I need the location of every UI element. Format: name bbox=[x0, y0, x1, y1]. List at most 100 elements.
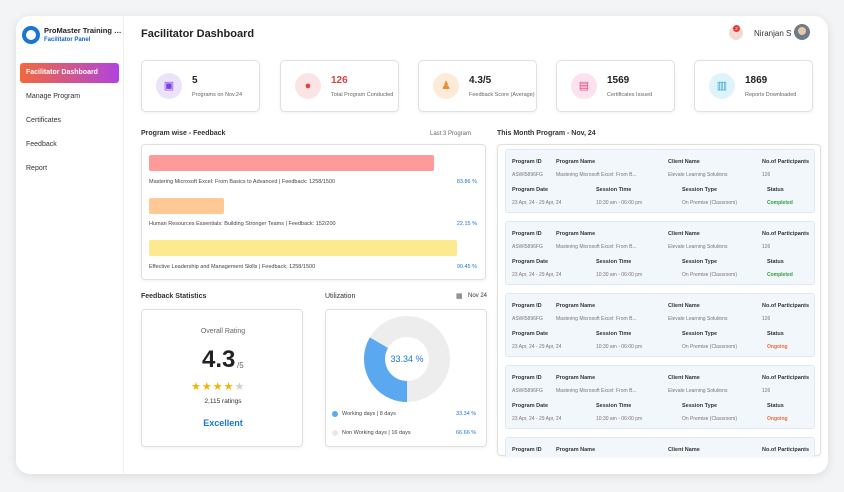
user-name[interactable]: Niranjan S bbox=[754, 29, 792, 38]
stat-card-total-conducted[interactable]: ● 126 Total Program Conducted bbox=[280, 60, 399, 112]
program-date-value: 23 Apr, 24 - 29 Apr, 24 bbox=[512, 272, 562, 278]
stat-value: 1869 bbox=[745, 75, 768, 86]
client-name-value: Elevate Learning Solutions bbox=[668, 388, 728, 394]
program-list[interactable]: Program ID ASWI5896FG Program Name Masterin… bbox=[498, 145, 822, 457]
participants-header: No.of Participants bbox=[762, 375, 810, 381]
stat-value: 5 bbox=[192, 75, 198, 86]
legend-working-dot bbox=[332, 411, 338, 417]
sidebar-item-certificates[interactable]: Certificates bbox=[26, 117, 62, 124]
program-date-header: Program Date bbox=[512, 403, 549, 409]
feedback-bar bbox=[149, 240, 457, 256]
utilization-date[interactable]: Nov 24 bbox=[468, 293, 488, 299]
program-date-value: 23 Apr, 24 - 29 Apr, 24 bbox=[512, 200, 562, 206]
calendar-icon: ▦ bbox=[456, 293, 463, 300]
feedback-section-title: Program wise - Feedback bbox=[141, 130, 226, 137]
utilization-title: Utilization bbox=[325, 293, 356, 300]
program-id-value: ASWI5896FG bbox=[512, 316, 543, 322]
program-card[interactable]: Program ID ASWI5896FG Program Name Masterin… bbox=[505, 149, 815, 213]
legend-working-label: Working days | 8 days bbox=[342, 411, 396, 417]
program-date-header: Program Date bbox=[512, 187, 549, 193]
star-icon: ★ bbox=[191, 381, 202, 393]
sidebar-item-facilitator-dashboard[interactable]: Facilitator Dashboard bbox=[20, 63, 119, 83]
stat-label: Certificates Issued bbox=[607, 92, 653, 98]
participants-header: No.of Participants bbox=[762, 231, 810, 237]
program-date-header: Program Date bbox=[512, 331, 549, 337]
legend-non-working-percent: 66.66 % bbox=[456, 430, 477, 436]
stat-value: 126 bbox=[331, 75, 348, 86]
brand[interactable]: ProMaster Training Solu... Facilitator P… bbox=[22, 26, 122, 50]
program-date-value: 23 Apr, 24 - 29 Apr, 24 bbox=[512, 416, 562, 422]
session-time-value: 10:30 am - 06:00 pm bbox=[596, 272, 643, 278]
donut-working-arc bbox=[364, 316, 450, 402]
stat-label: Total Program Conducted bbox=[331, 92, 394, 98]
feedback-section-subtitle: Last 3 Program bbox=[430, 131, 472, 137]
stat-card-feedback-score[interactable]: ♟ 4.3/5 Feedback Score (Average) bbox=[418, 60, 537, 112]
sidebar-item-feedback[interactable]: Feedback bbox=[26, 141, 57, 148]
report-icon: ▥ bbox=[709, 73, 735, 99]
client-name-value: Elevate Learning Solutions bbox=[668, 316, 728, 322]
stat-card-certificates[interactable]: ▤ 1569 Certificates Issued bbox=[556, 60, 675, 112]
brand-logo-icon bbox=[22, 26, 40, 44]
participants-value: 126 bbox=[762, 244, 771, 250]
program-id-header: Program ID bbox=[512, 447, 542, 453]
program-id-value: ASWI5896FG bbox=[512, 172, 543, 178]
status-value: Ongoing bbox=[767, 344, 788, 350]
status-header: Status bbox=[767, 331, 784, 337]
session-type-value: On Premise (Classroom) bbox=[682, 416, 738, 422]
program-name-value: Mastering Microsoft Excel: From B... bbox=[556, 316, 637, 322]
participants-value: 126 bbox=[762, 388, 771, 394]
program-id-header: Program ID bbox=[512, 375, 542, 381]
session-type-value: On Premise (Classroom) bbox=[682, 200, 738, 206]
certificate-icon: ▤ bbox=[571, 73, 597, 99]
program-id-header: Program ID bbox=[512, 159, 542, 165]
session-time-header: Session Time bbox=[596, 331, 632, 337]
page-title: Facilitator Dashboard bbox=[141, 28, 255, 40]
utilization-donut: 33.34 % bbox=[364, 316, 450, 402]
session-type-header: Session Type bbox=[682, 187, 718, 193]
legend-non-working-label: Non Working days | 16 days bbox=[342, 430, 411, 436]
avatar[interactable] bbox=[794, 24, 810, 40]
donut-hole bbox=[385, 337, 429, 381]
session-time-value: 10:30 am - 06:00 pm bbox=[596, 416, 643, 422]
stat-label: Programs on Nov.24 bbox=[192, 92, 243, 98]
brand-subtitle: Facilitator Panel bbox=[44, 37, 91, 43]
program-card[interactable]: Program ID ASWI5896FG Program Name Masterin… bbox=[505, 221, 815, 285]
program-card[interactable]: Program ID ASWI5896FG Program Name Masterin… bbox=[505, 293, 815, 357]
status-header: Status bbox=[767, 259, 784, 265]
program-card[interactable]: Program ID ASWI5896FG Program Name Masterin… bbox=[505, 365, 815, 429]
program-name-header: Program Name bbox=[556, 231, 596, 237]
stat-value: 1569 bbox=[607, 75, 630, 86]
star-icon: ★ bbox=[234, 381, 246, 393]
status-value: Completed bbox=[767, 200, 793, 206]
status-value: Ongoing bbox=[767, 416, 788, 422]
session-time-header: Session Time bbox=[596, 403, 632, 409]
legend-non-working-dot bbox=[332, 430, 338, 436]
feedback-bar bbox=[149, 198, 225, 214]
program-name-header: Program Name bbox=[556, 303, 596, 309]
stat-card-programs[interactable]: ▣ 5 Programs on Nov.24 bbox=[141, 60, 260, 112]
sidebar-item-manage-program[interactable]: Manage Program bbox=[26, 93, 81, 100]
program-card[interactable]: Program ID Program Name Client Name No.of P… bbox=[505, 437, 815, 457]
stat-card-reports[interactable]: ▥ 1869 Reports Downloaded bbox=[694, 60, 813, 112]
session-type-header: Session Type bbox=[682, 259, 718, 265]
participants-header: No.of Participants bbox=[762, 447, 810, 453]
month-programs-panel: Program ID ASWI5896FG Program Name Masterin… bbox=[497, 144, 822, 457]
donut-center-label: 33.34 % bbox=[390, 354, 423, 364]
program-id-value: ASWI5896FG bbox=[512, 244, 543, 250]
session-type-header: Session Type bbox=[682, 331, 718, 337]
participants-header: No.of Participants bbox=[762, 159, 810, 165]
status-header: Status bbox=[767, 187, 784, 193]
feedback-bars-panel: Mastering Microsoft Excel: From Basics t… bbox=[141, 144, 486, 280]
stat-value: 4.3/5 bbox=[469, 75, 492, 86]
session-type-value: On Premise (Classroom) bbox=[682, 344, 738, 350]
participants-value: 126 bbox=[762, 316, 771, 322]
session-type-value: On Premise (Classroom) bbox=[682, 272, 738, 278]
program-name-header: Program Name bbox=[556, 159, 596, 165]
status-value: Completed bbox=[767, 272, 793, 278]
legend-working-percent: 33.34 % bbox=[456, 411, 477, 417]
participants-value: 126 bbox=[762, 172, 771, 178]
group-icon: ♟ bbox=[433, 73, 459, 99]
sidebar-item-report[interactable]: Report bbox=[26, 165, 48, 172]
program-id-value: ASWI5896FG bbox=[512, 388, 543, 394]
program-date-header: Program Date bbox=[512, 259, 549, 265]
